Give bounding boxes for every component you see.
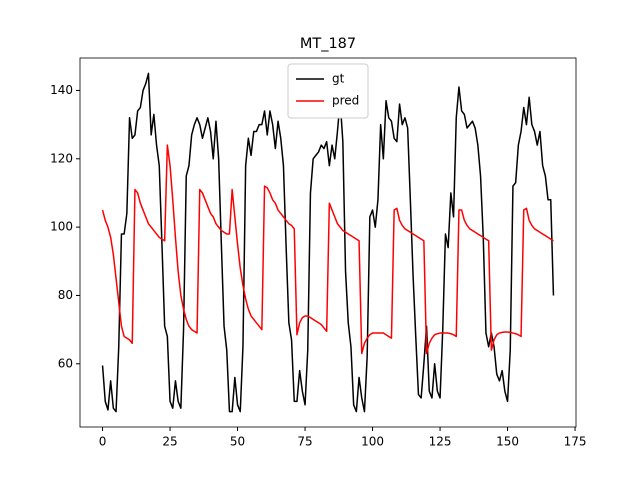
plot-frame (79, 57, 577, 428)
y-tick-label: 80 (58, 288, 73, 302)
x-tick-label: 75 (297, 435, 312, 449)
y-tick-label: 100 (50, 220, 73, 234)
y-tick-label: 120 (50, 151, 73, 165)
x-tick-label: 175 (564, 435, 587, 449)
x-tick-label: 50 (230, 435, 245, 449)
line-series (101, 72, 555, 413)
line-series (101, 144, 554, 355)
x-tick-label: 150 (496, 435, 519, 449)
chart-title: MT_187 (300, 36, 356, 52)
legend-label: pred (332, 94, 359, 108)
y-tick-label: 140 (50, 83, 73, 97)
x-tick-label: 0 (99, 435, 107, 449)
legend-label: gt (332, 72, 345, 86)
x-tick-label: 25 (162, 435, 177, 449)
y-tick-label: 60 (58, 356, 73, 370)
legend-box (287, 63, 369, 119)
x-tick-label: 125 (429, 435, 452, 449)
x-tick-label: 100 (361, 435, 384, 449)
